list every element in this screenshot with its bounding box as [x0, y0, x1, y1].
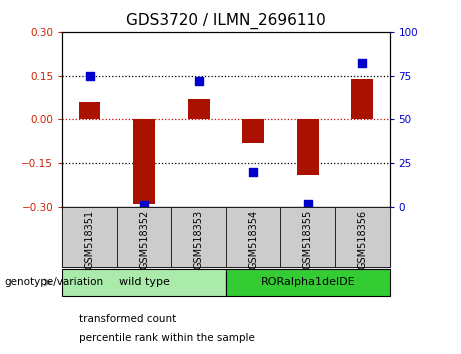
Text: genotype/variation: genotype/variation [5, 277, 104, 287]
Text: GSM518354: GSM518354 [248, 210, 258, 269]
Bar [297, 120, 319, 175]
Point [195, 78, 202, 84]
Bar [133, 120, 155, 204]
Point [304, 201, 311, 206]
Text: percentile rank within the sample: percentile rank within the sample [78, 333, 254, 343]
Point [249, 169, 257, 175]
Bar [226, 207, 280, 267]
Bar [280, 207, 335, 267]
Text: transformed count: transformed count [78, 314, 176, 324]
Text: GSM518352: GSM518352 [139, 210, 149, 269]
Text: RORalpha1delDE: RORalpha1delDE [260, 277, 355, 287]
Point [359, 61, 366, 66]
Bar [335, 207, 390, 267]
Title: GDS3720 / ILMN_2696110: GDS3720 / ILMN_2696110 [126, 13, 326, 29]
Point [140, 202, 148, 208]
Bar [117, 207, 171, 267]
Bar [62, 269, 226, 296]
Text: GSM518355: GSM518355 [303, 210, 313, 269]
Bar [78, 102, 100, 120]
Bar [171, 207, 226, 267]
Bar [242, 120, 264, 143]
Text: GSM518356: GSM518356 [357, 210, 367, 269]
Text: wild type: wild type [118, 277, 170, 287]
Text: GSM518353: GSM518353 [194, 210, 204, 269]
Bar [62, 207, 117, 267]
Bar [188, 99, 209, 120]
Point [86, 73, 93, 79]
Text: GSM518351: GSM518351 [84, 210, 95, 269]
Bar [351, 79, 373, 120]
Bar [226, 269, 390, 296]
